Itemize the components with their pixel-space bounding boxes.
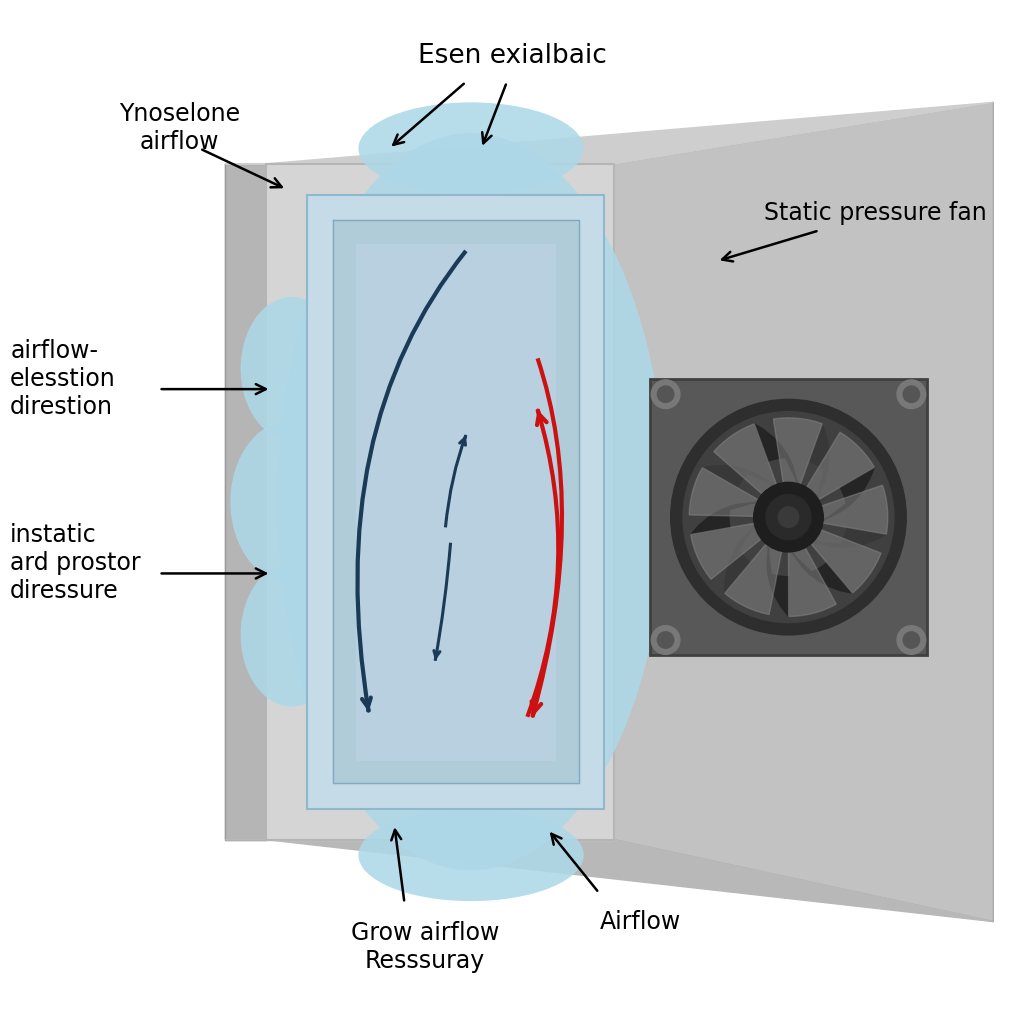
- Circle shape: [778, 507, 799, 527]
- Polygon shape: [614, 102, 993, 922]
- Circle shape: [671, 399, 906, 635]
- Polygon shape: [725, 523, 759, 593]
- Polygon shape: [821, 485, 888, 535]
- Circle shape: [683, 412, 894, 623]
- Polygon shape: [356, 244, 555, 760]
- Polygon shape: [811, 529, 881, 593]
- Text: Static pressure fan: Static pressure fan: [764, 201, 987, 225]
- Polygon shape: [714, 424, 776, 495]
- Polygon shape: [807, 432, 874, 500]
- Ellipse shape: [276, 133, 666, 870]
- Polygon shape: [702, 466, 777, 490]
- Polygon shape: [767, 543, 788, 616]
- Text: Esen exialbaic: Esen exialbaic: [418, 43, 606, 70]
- Polygon shape: [225, 164, 266, 840]
- Polygon shape: [809, 424, 828, 501]
- Circle shape: [897, 626, 926, 654]
- Polygon shape: [788, 549, 852, 593]
- FancyBboxPatch shape: [650, 379, 927, 655]
- Polygon shape: [788, 548, 837, 616]
- Text: Airflow: Airflow: [599, 909, 681, 934]
- Polygon shape: [225, 840, 993, 922]
- Polygon shape: [307, 195, 604, 809]
- Polygon shape: [333, 220, 579, 783]
- Circle shape: [766, 495, 811, 540]
- Circle shape: [651, 626, 680, 654]
- Circle shape: [657, 632, 674, 648]
- Polygon shape: [755, 424, 800, 486]
- Ellipse shape: [358, 809, 584, 901]
- Polygon shape: [773, 418, 822, 484]
- Text: Ynoselone
airflow: Ynoselone airflow: [119, 102, 240, 154]
- Circle shape: [657, 386, 674, 402]
- Ellipse shape: [241, 563, 343, 707]
- Ellipse shape: [241, 297, 343, 440]
- Text: instatic
ard prostor
diressure: instatic ard prostor diressure: [10, 523, 141, 603]
- Circle shape: [897, 380, 926, 409]
- Polygon shape: [810, 527, 887, 548]
- Text: Grow airflow
Resssuray: Grow airflow Resssuray: [351, 922, 499, 973]
- Polygon shape: [821, 467, 874, 523]
- Polygon shape: [725, 544, 781, 614]
- Circle shape: [754, 482, 823, 552]
- Polygon shape: [266, 164, 614, 840]
- Circle shape: [903, 632, 920, 648]
- Polygon shape: [691, 501, 760, 535]
- Text: airflow-
elesstion
direstion: airflow- elesstion direstion: [10, 339, 116, 419]
- Circle shape: [651, 380, 680, 409]
- Polygon shape: [689, 468, 759, 516]
- Polygon shape: [691, 523, 761, 580]
- Ellipse shape: [230, 420, 353, 584]
- Circle shape: [903, 386, 920, 402]
- Polygon shape: [225, 102, 993, 164]
- Ellipse shape: [358, 102, 584, 195]
